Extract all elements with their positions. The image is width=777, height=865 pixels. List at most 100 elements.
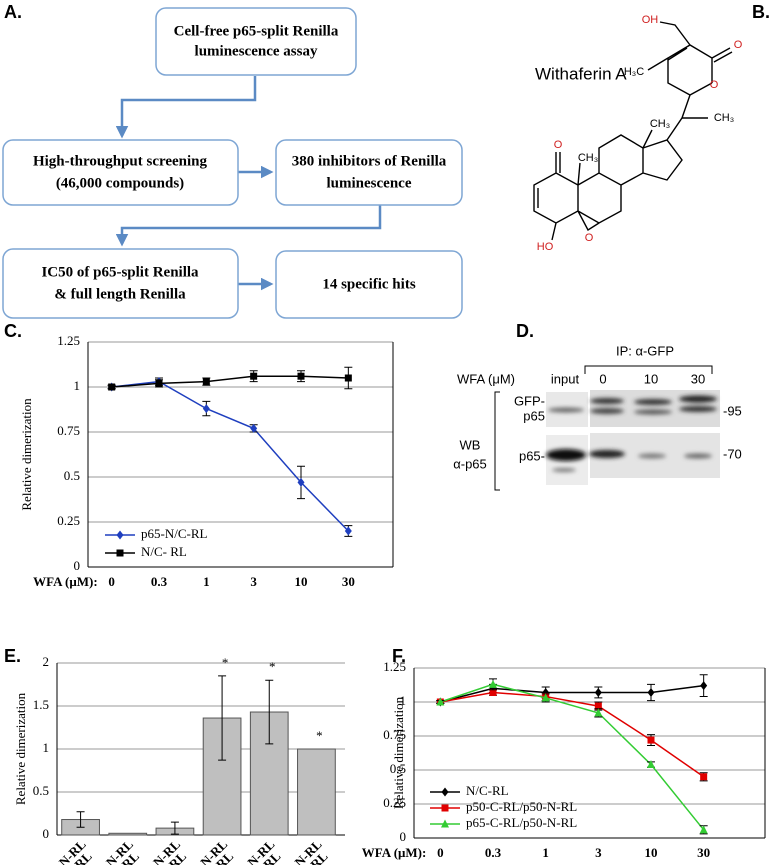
y-tick-label: 0.5 xyxy=(64,468,80,483)
point xyxy=(202,404,210,414)
point xyxy=(594,687,602,697)
y-axis-label: Relative dimerization xyxy=(13,692,28,805)
x-tick-label: 10 xyxy=(645,845,658,860)
y-tick-label: 0 xyxy=(74,558,81,573)
point xyxy=(250,423,258,433)
y-tick-label: 0.75 xyxy=(383,727,406,742)
y-tick-label: 1 xyxy=(74,378,81,393)
y-tick-label: 0 xyxy=(400,829,407,844)
series-line xyxy=(440,683,705,831)
panel-label: F. xyxy=(392,646,406,666)
panel-label: D. xyxy=(516,321,534,341)
y-tick-label: 0.5 xyxy=(390,761,406,776)
flowchart: Cell-free p65-split Renilla luminescence… xyxy=(2,7,463,319)
bar xyxy=(108,832,148,836)
x-axis-label: WFA (μM): xyxy=(362,845,427,860)
row-label: p65 xyxy=(523,408,545,423)
atom-label: OH xyxy=(642,14,659,26)
y-tick-label: 0.25 xyxy=(383,795,406,810)
point xyxy=(489,679,497,688)
x-tick-label: 1 xyxy=(203,574,210,589)
atom-label: O xyxy=(710,79,719,91)
flow-text: & full length Renilla xyxy=(54,286,186,302)
bands xyxy=(546,395,717,472)
error-bar xyxy=(76,811,85,828)
legend-label: N/C- RL xyxy=(141,544,187,559)
western-blot: IP: α-GFP WFA (μM) input 0 10 30 GFP- p6… xyxy=(453,343,742,491)
panel-label: B. xyxy=(752,2,770,22)
flow-box xyxy=(275,139,463,206)
point xyxy=(541,693,550,702)
legend-label: N/C-RL xyxy=(466,783,509,798)
flow-box xyxy=(2,139,239,206)
legend-label: p50-C-RL/p50-N-RL xyxy=(466,799,577,814)
point xyxy=(594,708,603,717)
chemical-structure: Withaferin A OH O O H₃C O CH₃ CH₃ CH₃ HO… xyxy=(533,14,743,253)
mw-marker: -70 xyxy=(723,446,742,461)
significance-mark: * xyxy=(269,659,276,674)
flow-text: (46,000 compounds) xyxy=(56,175,184,191)
legend-label: p65-N/C-RL xyxy=(141,526,208,541)
flow-text: 14 specific hits xyxy=(322,276,415,292)
lane-label: input xyxy=(551,371,580,386)
y-tick-label: 1.25 xyxy=(383,659,406,674)
y-tick-label: 0.75 xyxy=(57,423,80,438)
point xyxy=(436,697,445,706)
series-line xyxy=(111,380,349,532)
x-tick-label: 1 xyxy=(542,845,549,860)
atom-label: O xyxy=(585,232,594,244)
point xyxy=(297,477,305,487)
point xyxy=(297,372,305,380)
point xyxy=(594,702,602,710)
point xyxy=(699,825,708,834)
x-tick-label: 30 xyxy=(697,845,710,860)
lane-label: 10 xyxy=(644,371,658,386)
x-tick-label: 0.3 xyxy=(151,574,168,589)
x-tick-label: 10 xyxy=(295,574,308,589)
panel-label: C. xyxy=(4,321,22,341)
y-axis-label: Relative dimerization xyxy=(19,398,34,511)
point xyxy=(108,383,116,391)
flow-text: Cell-free p65-split Renilla xyxy=(174,23,339,39)
atom-label: O xyxy=(554,139,563,151)
lane-label: 0 xyxy=(599,371,606,386)
error-bar xyxy=(265,679,274,745)
point xyxy=(116,530,124,540)
arrow xyxy=(115,76,257,139)
atom-label: HO xyxy=(537,241,554,253)
method-label: WB xyxy=(460,437,481,452)
point xyxy=(700,773,708,781)
x-tick-label: 30 xyxy=(342,574,355,589)
y-tick-label: 1 xyxy=(43,740,50,755)
y-tick-label: 0.5 xyxy=(33,783,49,798)
x-tick-label: 0 xyxy=(437,845,444,860)
atom-label: O xyxy=(734,39,743,51)
lane-label: 30 xyxy=(691,371,705,386)
row-label: GFP- xyxy=(514,393,545,408)
flow-text: luminescence xyxy=(327,175,412,191)
y-tick-label: 0 xyxy=(43,826,50,841)
panel-label: E. xyxy=(4,646,21,666)
atom-label: CH₃ xyxy=(714,112,734,124)
method-label: α-p65 xyxy=(453,456,487,471)
error-bar xyxy=(170,821,179,835)
significance-mark: * xyxy=(222,655,229,670)
atom-label: CH₃ xyxy=(578,152,598,164)
flow-text: luminescence assay xyxy=(195,43,318,59)
bracket xyxy=(584,365,713,374)
flow-box xyxy=(2,248,239,319)
y-tick-label: 0.25 xyxy=(57,513,80,528)
flow-text: High-throughput screening xyxy=(33,153,208,169)
point xyxy=(155,379,163,387)
bar xyxy=(297,748,336,836)
flow-box xyxy=(275,250,463,319)
series-line xyxy=(111,375,349,388)
x-tick-label: 0.3 xyxy=(485,845,502,860)
row-label: p65- xyxy=(519,448,545,463)
atom-label: CH₃ xyxy=(650,118,670,130)
bracket xyxy=(494,391,500,491)
point xyxy=(700,681,708,691)
y-tick-label: 1.25 xyxy=(57,333,80,348)
point xyxy=(116,549,124,557)
